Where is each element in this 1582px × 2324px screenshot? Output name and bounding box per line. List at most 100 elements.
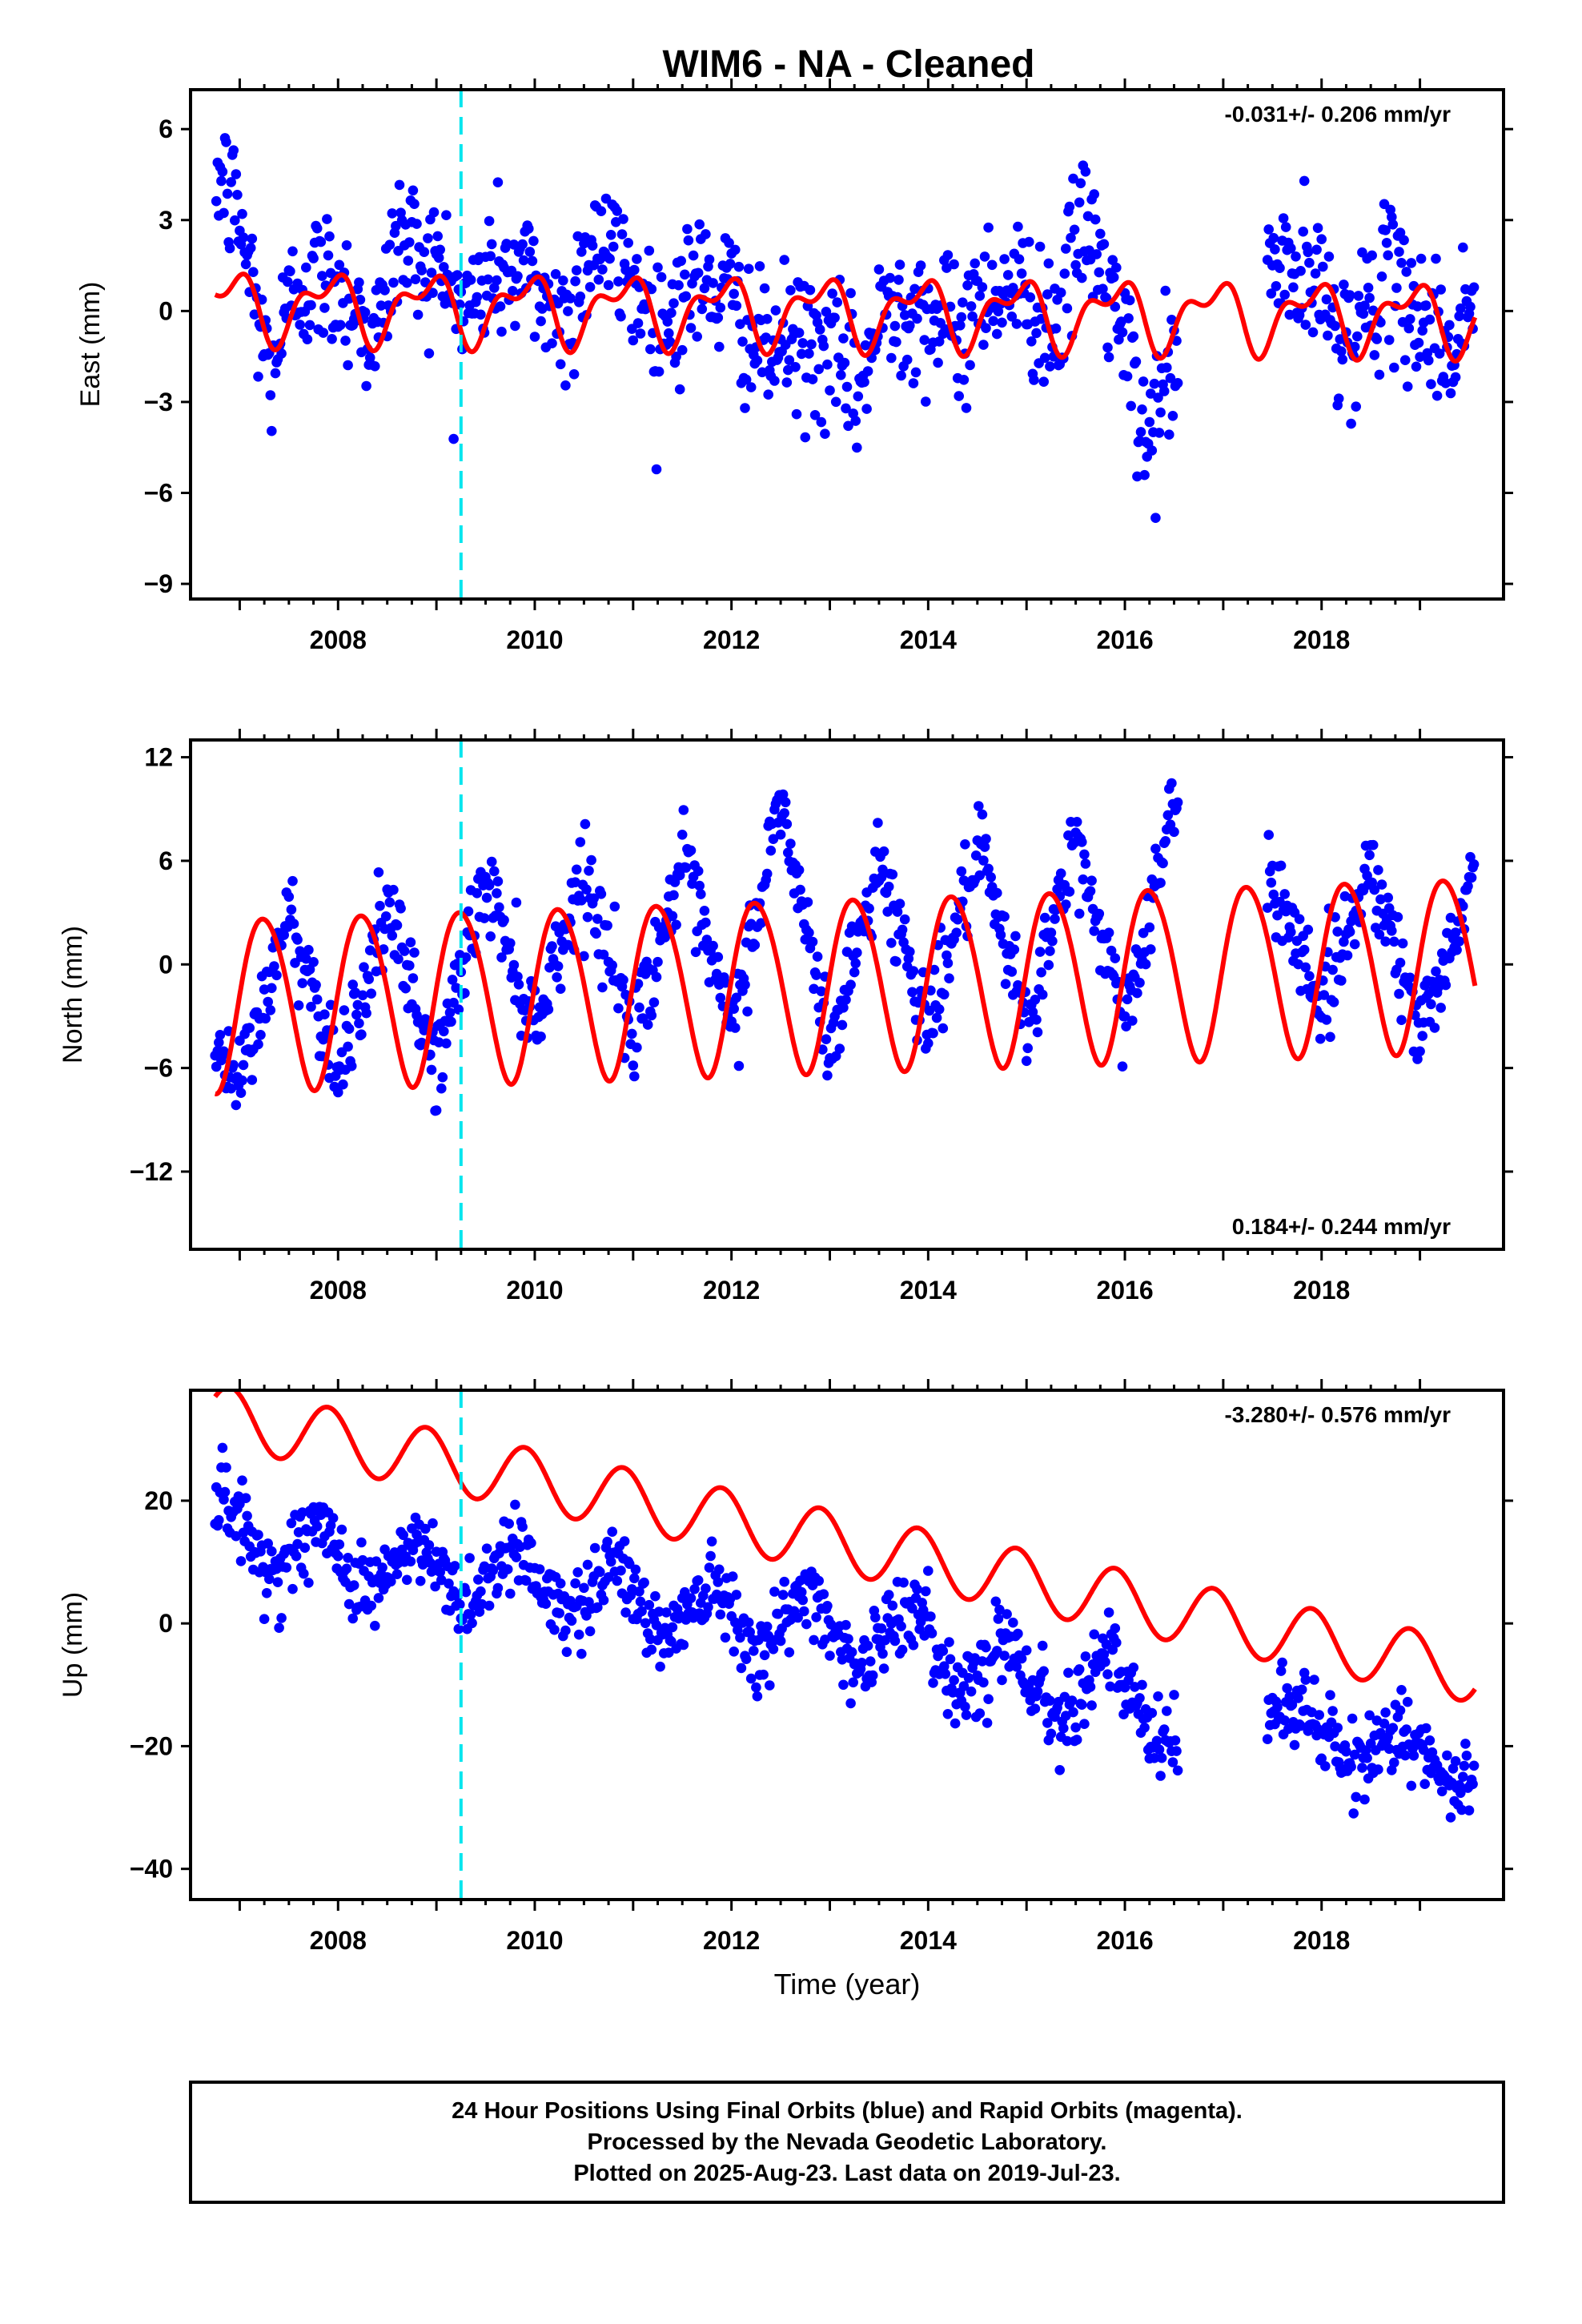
north-point (729, 1003, 739, 1014)
north-point (1055, 868, 1066, 879)
footer-line-3: Plotted on 2025-Aug-23. Last data on 201… (573, 2161, 1120, 2186)
east-point (967, 311, 978, 322)
east-point (323, 250, 334, 261)
east-point (1039, 352, 1050, 364)
north-point (1367, 839, 1379, 850)
up-point (366, 1600, 377, 1611)
north-point (609, 901, 620, 912)
east-point (731, 300, 742, 312)
east-point (1158, 386, 1170, 396)
up-point (334, 1539, 345, 1550)
up-point (751, 1682, 761, 1693)
east-point (1286, 243, 1296, 254)
north-point (1162, 810, 1174, 821)
east-point (1304, 257, 1315, 268)
up-plot-area (210, 1390, 1480, 1900)
east-point (433, 252, 444, 263)
north-point (642, 1019, 653, 1030)
up-point (502, 1564, 513, 1574)
up-point (634, 1586, 644, 1597)
north-xtick-label: 2008 (310, 1276, 367, 1305)
north-point (597, 982, 608, 993)
up-point (1309, 1675, 1319, 1685)
east-point (1280, 222, 1291, 232)
east-point (688, 250, 699, 261)
east-point (570, 275, 580, 287)
north-point (1103, 927, 1114, 938)
up-point (333, 1550, 343, 1562)
up-point (592, 1602, 603, 1613)
north-point (1085, 886, 1096, 896)
up-point (825, 1651, 835, 1661)
footer-box: 24 Hour Positions Using Final Orbits (bl… (189, 2081, 1505, 2204)
east-point (572, 231, 583, 242)
north-point (1009, 944, 1020, 955)
north-point (795, 884, 805, 895)
north-point (999, 911, 1010, 922)
east-point (455, 300, 465, 310)
east-point (992, 328, 1002, 340)
east-point (270, 368, 281, 379)
east-point (1002, 270, 1014, 280)
east-point (247, 233, 258, 244)
north-point (781, 818, 793, 830)
up-point (950, 1718, 961, 1729)
north-point (441, 1038, 452, 1049)
east-point (737, 336, 748, 347)
north-point (1022, 1043, 1033, 1054)
east-point (1375, 317, 1386, 328)
east-point (409, 199, 420, 209)
east-point (248, 267, 259, 278)
east-point (681, 291, 692, 302)
up-point (534, 1564, 545, 1574)
east-point (1323, 330, 1333, 341)
east-point (791, 408, 802, 420)
north-point (582, 911, 593, 923)
up-point (938, 1646, 949, 1656)
up-point (908, 1640, 919, 1651)
north-point (446, 1016, 456, 1027)
up-point (731, 1590, 742, 1600)
up-point (219, 1486, 231, 1498)
east-point (769, 376, 780, 386)
east-point (319, 303, 330, 313)
east-point (797, 338, 808, 348)
north-point (1328, 997, 1339, 1007)
east-point (861, 404, 872, 414)
east-point (949, 259, 959, 270)
up-xtick-label: 2014 (900, 1926, 957, 1955)
up-point (653, 1606, 665, 1617)
up-point (620, 1607, 631, 1618)
east-point (483, 274, 493, 285)
north-point (696, 889, 706, 899)
east-point (1312, 223, 1323, 234)
east-point (412, 219, 422, 229)
north-point (956, 866, 967, 877)
east-point (265, 390, 276, 400)
east-point (496, 326, 507, 337)
north-point (357, 990, 368, 1001)
east-point (387, 208, 398, 219)
north-point (505, 938, 516, 949)
north-point (877, 864, 888, 875)
north-model-line (214, 878, 1478, 1097)
up-point (1100, 1657, 1110, 1667)
up-point (994, 1604, 1005, 1615)
east-point (1089, 189, 1099, 199)
up-point (870, 1612, 881, 1622)
east-point (1164, 429, 1174, 440)
up-point (1089, 1629, 1099, 1640)
east-point (1150, 513, 1161, 523)
north-point (811, 970, 821, 980)
east-point (1124, 295, 1135, 306)
up-point (1296, 1684, 1307, 1695)
east-point (568, 369, 580, 380)
up-point (276, 1613, 287, 1623)
east-point (1353, 291, 1364, 301)
up-point (706, 1536, 717, 1547)
up-point (1399, 1750, 1411, 1761)
north-point (396, 903, 406, 914)
up-point (1045, 1695, 1055, 1706)
up-point (741, 1654, 752, 1664)
north-point (431, 1105, 442, 1116)
